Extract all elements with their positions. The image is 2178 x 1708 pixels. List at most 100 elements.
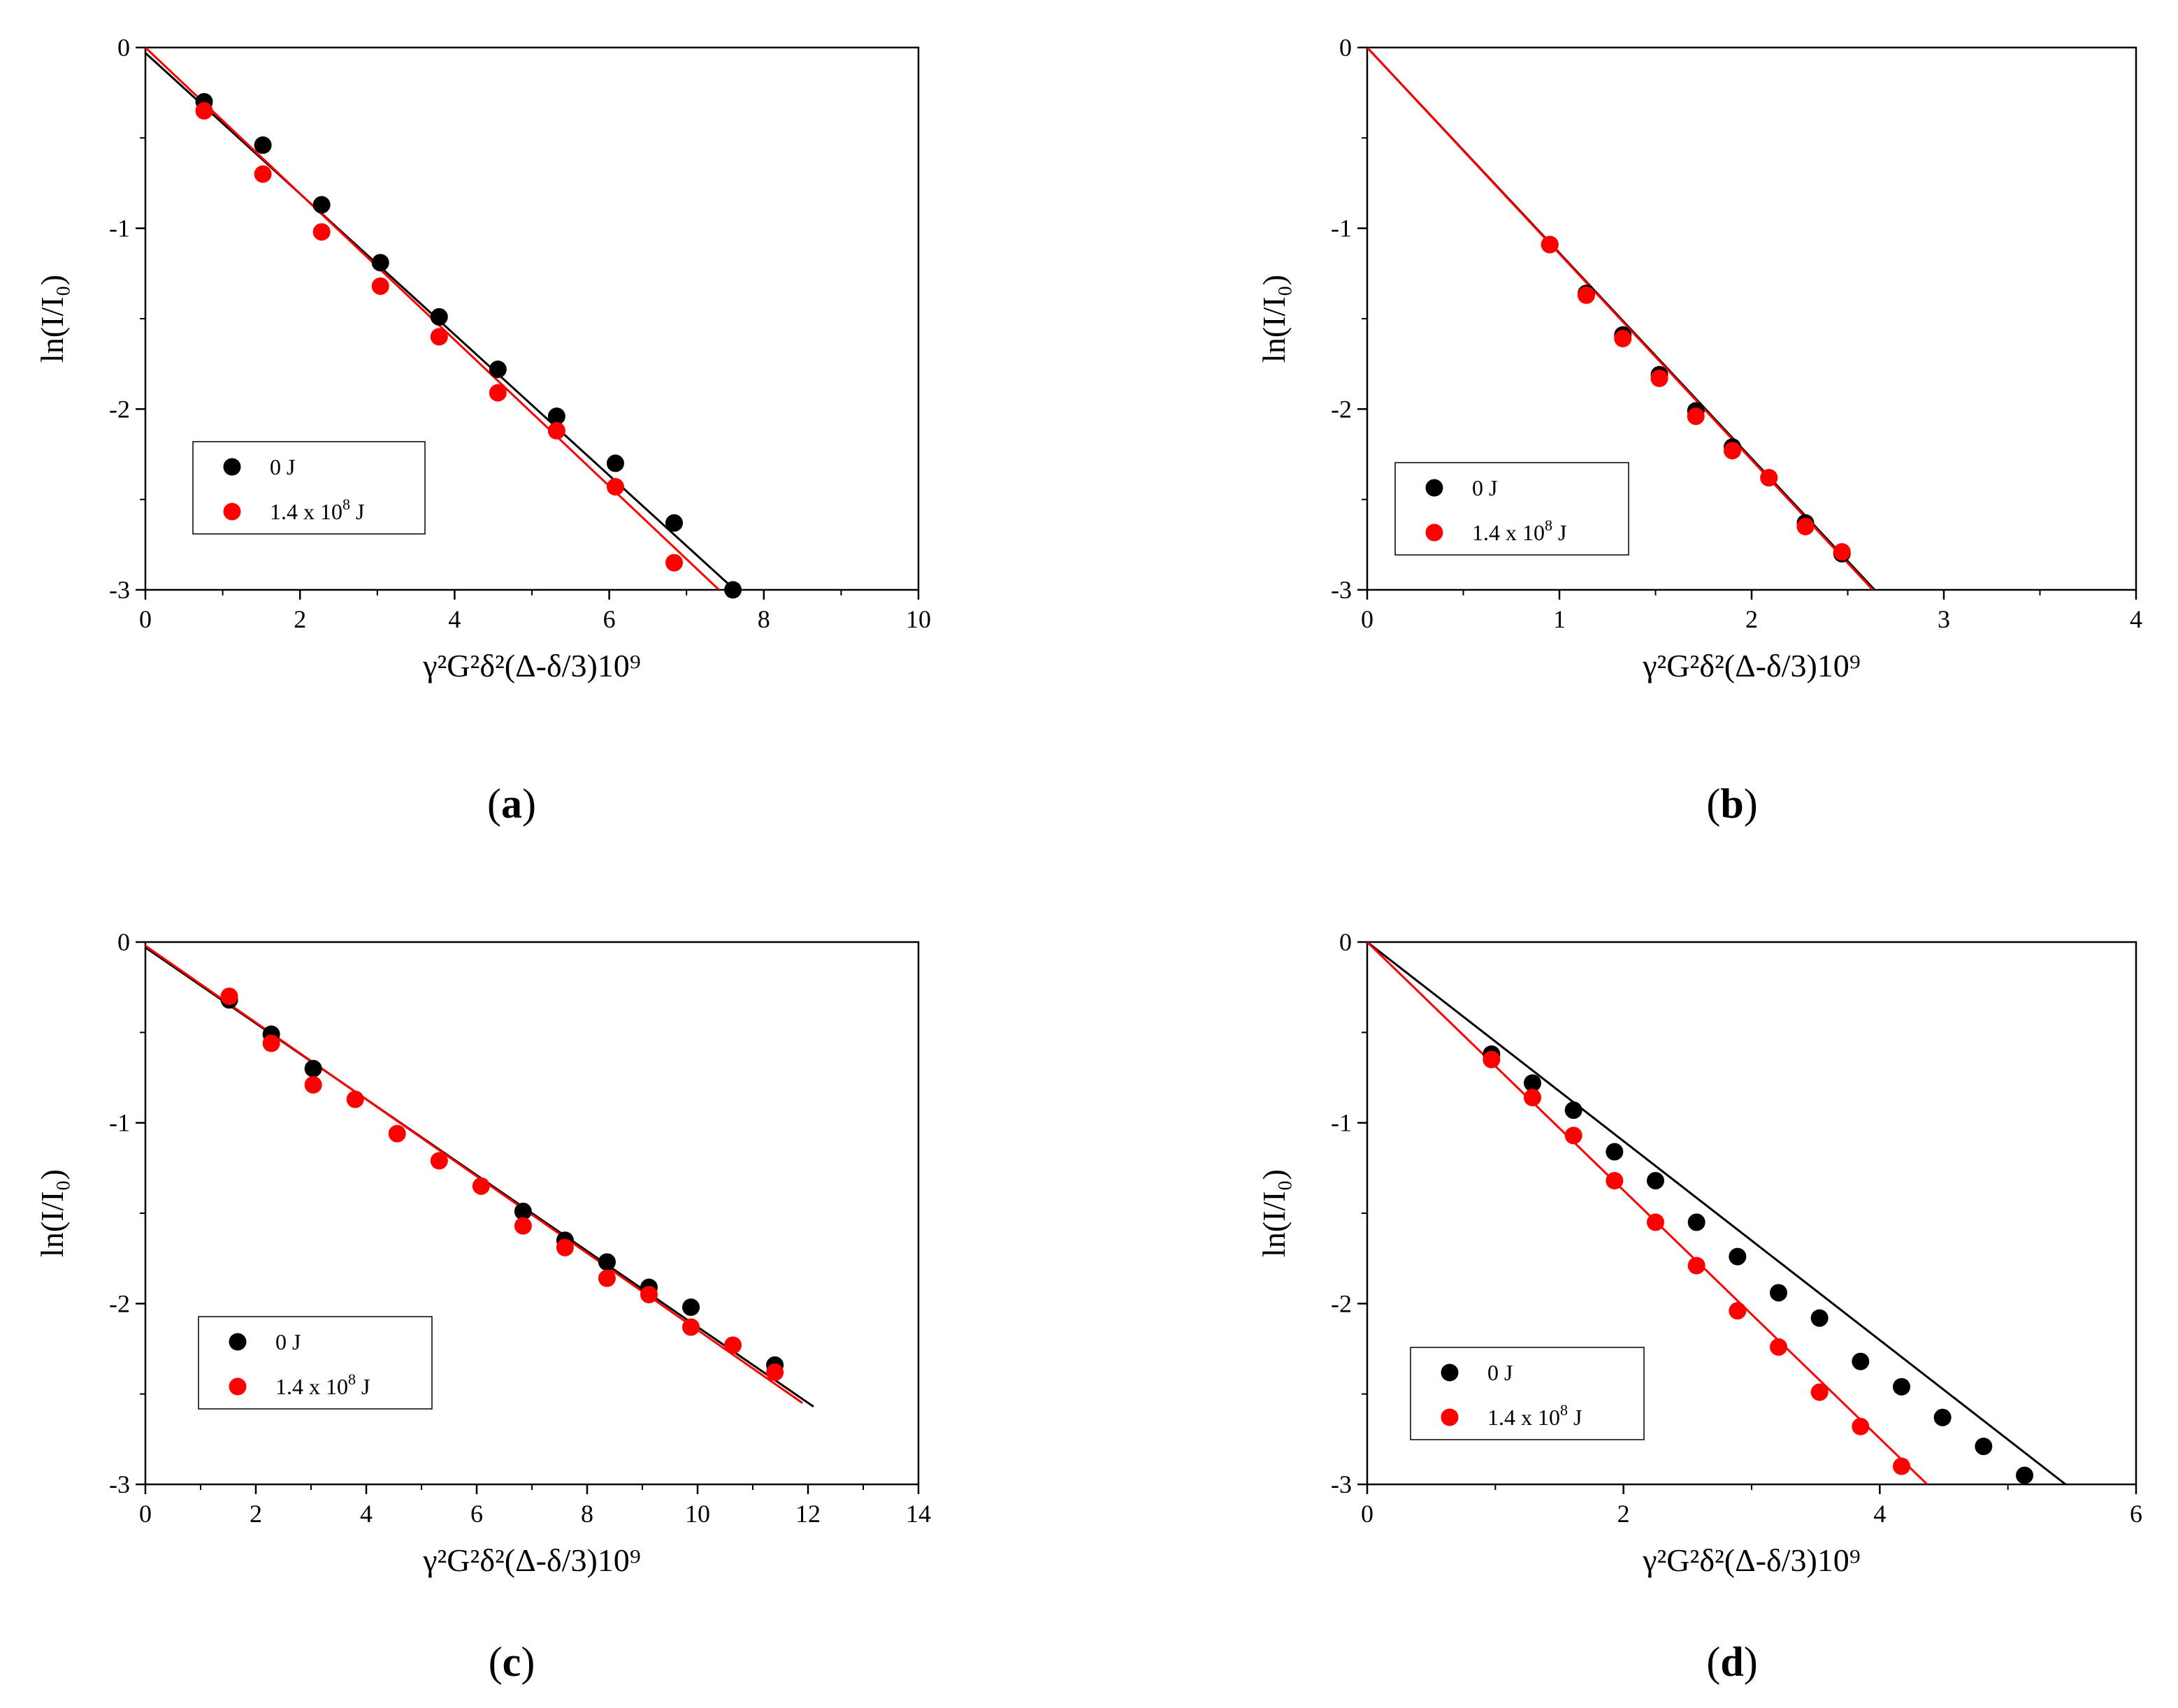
data-point-zero-j: [304, 1059, 322, 1078]
x-tick-label: 6: [2130, 1500, 2142, 1528]
legend-entry: 1.4 x 108 J: [1487, 1401, 1582, 1430]
data-point-high-j: [665, 553, 684, 572]
x-tick-label: 1: [1553, 605, 1566, 633]
data-point-high-j: [388, 1124, 406, 1143]
y-tick-label: 0: [117, 34, 130, 61]
data-point-high-j: [547, 421, 565, 440]
y-tick-label: -3: [109, 576, 130, 604]
x-tick-label: 8: [758, 605, 770, 633]
panel-label: (d): [1706, 1639, 1757, 1685]
data-point-high-j: [1796, 517, 1815, 535]
data-point-zero-j: [430, 307, 448, 326]
data-point-zero-j: [489, 360, 507, 378]
y-tick-label: -2: [1331, 395, 1352, 423]
x-tick-label: 10: [906, 605, 931, 633]
x-tick-label: 4: [448, 605, 461, 633]
data-point-high-j: [195, 102, 213, 120]
data-point-high-j: [1650, 369, 1668, 387]
y-tick-label: 0: [1339, 928, 1352, 956]
x-axis-label: γ²G²δ²(Δ-δ/3)10⁹: [1642, 648, 1861, 683]
data-point-high-j: [346, 1090, 364, 1108]
data-point-zero-j: [1933, 1408, 1952, 1426]
x-tick-label: 2: [250, 1500, 262, 1528]
y-tick-label: -2: [109, 1289, 130, 1317]
legend-marker: [223, 502, 241, 521]
data-point-zero-j: [2016, 1466, 2033, 1484]
data-point-high-j: [1810, 1383, 1829, 1401]
data-point-high-j: [430, 1152, 448, 1170]
x-tick-label: 6: [470, 1500, 483, 1528]
data-point-high-j: [1687, 407, 1705, 426]
y-axis-label: ln(I/I₀): [1256, 1169, 1292, 1257]
y-tick-label: -3: [109, 1470, 130, 1498]
data-point-high-j: [1578, 286, 1595, 304]
legend-marker: [229, 1333, 247, 1351]
legend: 0 J 1.4 x 108 J: [1394, 462, 1629, 556]
data-point-zero-j: [1852, 1352, 1870, 1370]
fit-line-zero-j: [1367, 942, 2067, 1484]
legend-entry: 0 J: [1487, 1360, 1513, 1385]
legend-box: [1410, 1347, 1645, 1440]
panel-label: (c): [489, 1639, 535, 1685]
data-point-high-j: [1483, 1050, 1501, 1069]
data-point-zero-j: [1975, 1438, 1993, 1456]
data-point-high-j: [1647, 1213, 1664, 1231]
data-point-zero-j: [606, 454, 624, 472]
y-axis-label: ln(I/I₀): [1256, 275, 1292, 363]
data-point-zero-j: [598, 1253, 616, 1271]
data-point-high-j: [371, 277, 389, 295]
x-tick-label: 10: [685, 1500, 710, 1528]
x-tick-label: 0: [139, 1500, 152, 1528]
legend-entry: 0 J: [270, 454, 295, 479]
data-point-high-j: [430, 328, 448, 346]
legend-entry: 0 J: [1472, 475, 1497, 500]
data-point-zero-j: [682, 1298, 700, 1317]
data-point-zero-j: [1524, 1074, 1541, 1092]
y-axis-label: ln(I/I₀): [34, 275, 70, 363]
x-axis-label: γ²G²δ²(Δ-δ/3)10⁹: [422, 648, 641, 683]
legend-entry: 1.4 x 108 J: [270, 495, 364, 524]
legend: 0 J 1.4 x 108 J: [1410, 1347, 1645, 1440]
data-point-zero-j: [254, 136, 272, 154]
legend: 0 J 1.4 x 108 J: [198, 1316, 433, 1410]
data-point-high-j: [220, 987, 238, 1006]
x-tick-label: 2: [294, 605, 306, 633]
x-tick-label: 0: [139, 605, 152, 633]
legend-marker: [1425, 523, 1443, 542]
panel-b: 0 1 2 3 4 0 -1 -2 -3 γ²G²δ²(Δ-δ/3)10⁹ ln(I/I₀) 0 J 1…: [1256, 34, 2142, 827]
data-point-high-j: [312, 223, 331, 241]
x-tick-label: 14: [906, 1500, 931, 1528]
data-point-zero-j: [665, 514, 684, 532]
fit-line-high-j: [1367, 942, 1928, 1484]
data-point-high-j: [1833, 543, 1851, 561]
data-point-zero-j: [371, 254, 389, 272]
y-tick-label: -2: [109, 395, 130, 423]
x-tick-label: 2: [1617, 1500, 1630, 1528]
data-point-high-j: [1614, 329, 1632, 347]
data-point-high-j: [1606, 1171, 1624, 1189]
y-axis-label: ln(I/I₀): [34, 1169, 70, 1257]
y-tick-label: -2: [1331, 1289, 1352, 1317]
data-point-high-j: [606, 478, 624, 496]
data-point-zero-j: [1770, 1284, 1787, 1302]
data-point-zero-j: [1810, 1309, 1829, 1327]
panel-label: (b): [1706, 781, 1757, 827]
data-point-high-j: [1724, 442, 1741, 460]
x-tick-label: 4: [360, 1500, 373, 1528]
x-tick-label: 0: [1361, 1500, 1373, 1528]
x-tick-label: 4: [2130, 605, 2142, 633]
legend-marker: [1425, 479, 1443, 497]
data-point-high-j: [262, 1034, 280, 1052]
data-point-high-j: [514, 1217, 532, 1235]
data-point-high-j: [1729, 1302, 1747, 1320]
y-tick-label: 0: [117, 928, 130, 956]
data-point-high-j: [682, 1318, 700, 1336]
data-point-high-j: [254, 165, 272, 183]
data-point-high-j: [1760, 469, 1778, 487]
x-tick-label: 4: [1873, 1500, 1886, 1528]
x-axis-label: γ²G²δ²(Δ-δ/3)10⁹: [422, 1542, 641, 1578]
data-point-zero-j: [1729, 1247, 1747, 1266]
data-point-zero-j: [1647, 1171, 1664, 1189]
data-point-high-j: [1687, 1257, 1705, 1275]
